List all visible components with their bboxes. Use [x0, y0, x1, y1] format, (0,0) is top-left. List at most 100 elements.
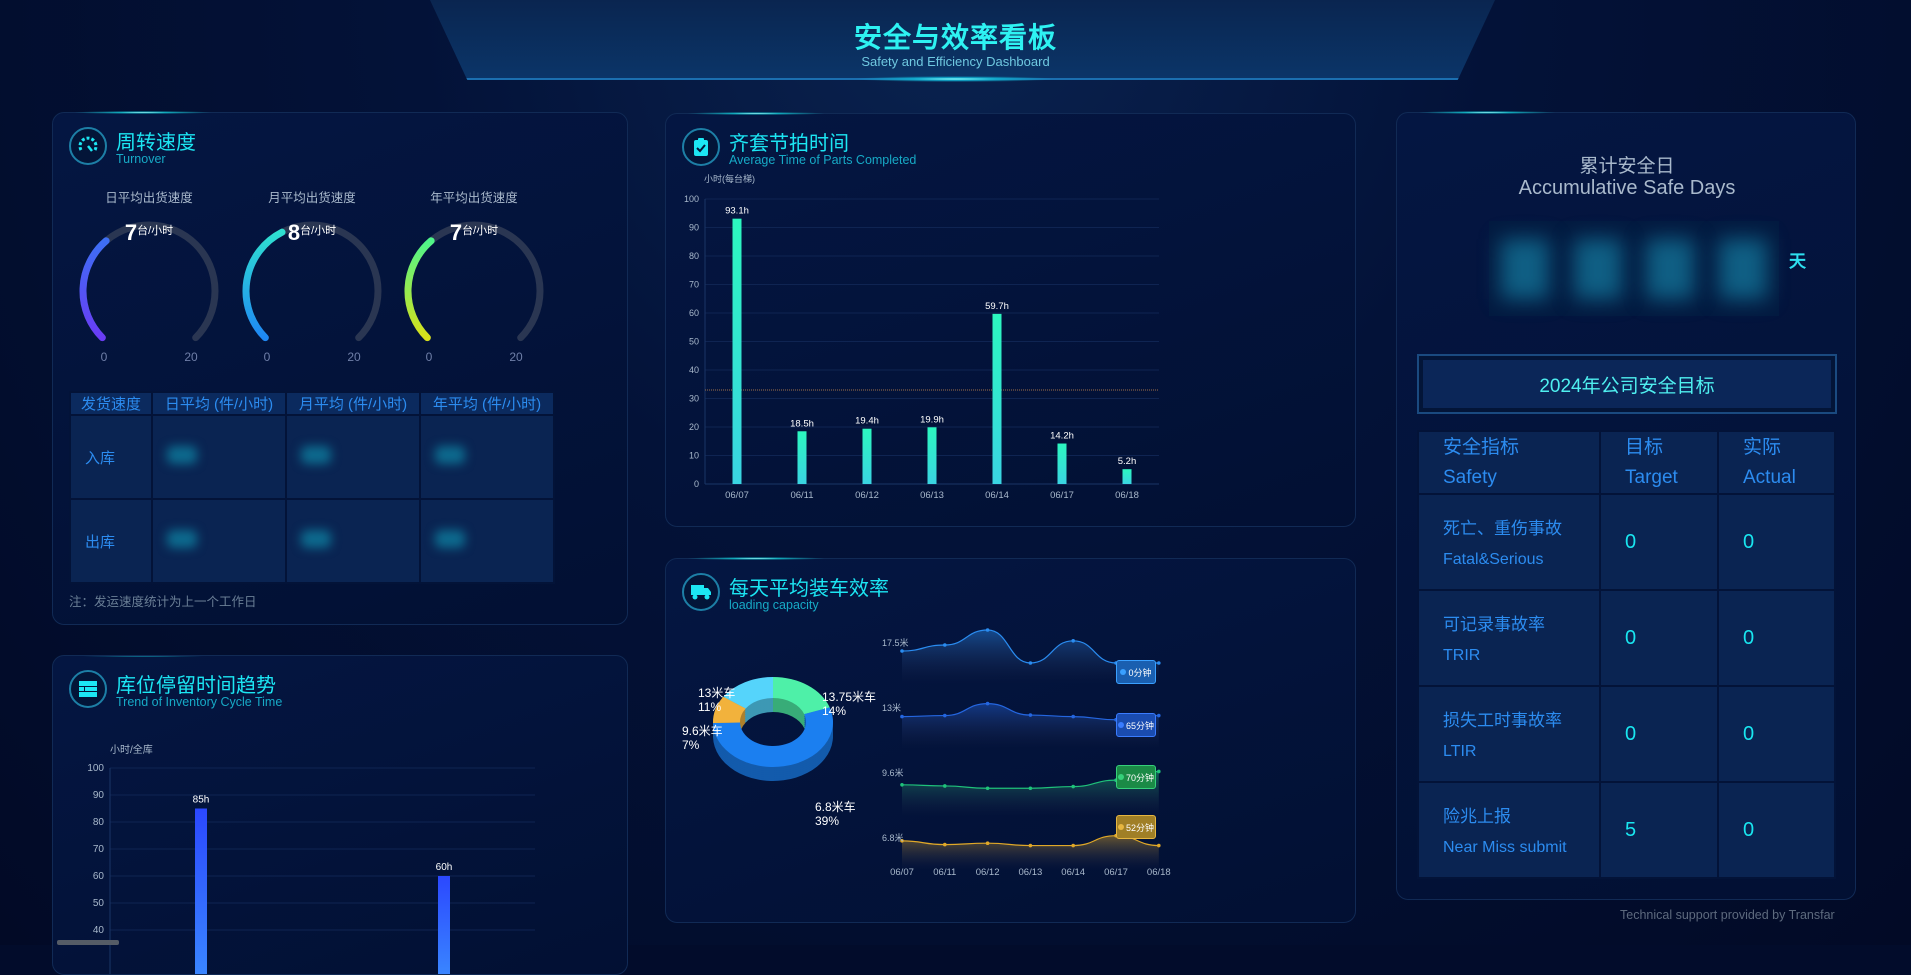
- speedometer-icon: [69, 127, 107, 165]
- data-point: [1071, 844, 1075, 848]
- badge-dot: [1120, 669, 1126, 675]
- data-point: [900, 783, 904, 787]
- column-header: 发货速度: [70, 392, 152, 415]
- panel-subtitle: Average Time of Parts Completed: [729, 153, 916, 167]
- inventory-panel: 库位停留时间趋势 Trend of Inventory Cycle Time 小…: [52, 655, 628, 975]
- series-label: 9.6米: [882, 767, 904, 778]
- header-glow: [855, 76, 1055, 82]
- bar: [863, 429, 872, 484]
- column-header: 年平均 (件/小时): [420, 392, 554, 415]
- data-label: 85h: [193, 795, 210, 806]
- y-tick-label: 90: [93, 790, 105, 801]
- parts-chart: 010203040506070809010093.1h06/0718.5h06/…: [666, 171, 1356, 511]
- y-tick-label: 100: [684, 194, 699, 204]
- gauge-value: 8台/小时: [252, 220, 372, 246]
- y-tick-label: 80: [93, 817, 105, 828]
- data-point: [943, 843, 947, 847]
- x-tick-label: 06/14: [1061, 867, 1085, 878]
- x-tick-label: 06/18: [1147, 867, 1171, 878]
- column-header: 月平均 (件/小时): [286, 392, 420, 415]
- row-label: 入库: [70, 415, 152, 499]
- gauge-min-label: 0: [426, 350, 433, 364]
- safe-days-subtitle: Accumulative Safe Days: [1397, 177, 1857, 200]
- y-tick-label: 40: [689, 365, 699, 375]
- data-point: [1071, 785, 1075, 789]
- duration-badge: 0分钟: [1116, 660, 1156, 684]
- data-label: 60h: [436, 862, 453, 873]
- gauge-max-label: 20: [347, 350, 361, 364]
- y-tick-label: 70: [93, 844, 105, 855]
- y-tick-label: 80: [689, 251, 699, 261]
- duration-badge: 52分钟: [1116, 815, 1156, 839]
- x-tick-label: 06/07: [890, 867, 914, 878]
- data-point: [1029, 661, 1033, 665]
- data-label: 5.2h: [1118, 456, 1137, 467]
- x-tick-label: 06/13: [920, 490, 944, 501]
- redacted-digit: [1574, 239, 1622, 299]
- panel-subtitle: Trend of Inventory Cycle Time: [116, 695, 282, 709]
- parts-panel: 齐套节拍时间 Average Time of Parts Completed 小…: [665, 113, 1356, 527]
- gauge-value-arc: [83, 241, 106, 338]
- y-tick-label: 10: [689, 451, 699, 461]
- data-point: [1029, 844, 1033, 848]
- redacted-value: [167, 530, 197, 548]
- series-label: 17.5米: [882, 637, 909, 648]
- bar: [928, 427, 937, 484]
- safe-days-counter: [1489, 221, 1779, 316]
- data-point: [943, 784, 947, 788]
- data-label: 93.1h: [725, 206, 749, 217]
- x-tick-label: 06/12: [855, 490, 879, 501]
- redacted-digit: [1719, 239, 1767, 299]
- panel-title: 库位停留时间趋势: [116, 669, 276, 698]
- data-label: 19.9h: [920, 414, 944, 425]
- badge-dot: [1118, 774, 1124, 780]
- y-tick-label: 70: [689, 280, 699, 290]
- gauge-value-arc: [408, 241, 431, 338]
- bar: [438, 876, 450, 975]
- data-point: [986, 628, 990, 632]
- y-tick-label: 60: [93, 871, 105, 882]
- data-point: [1157, 844, 1161, 848]
- column-header: 日平均 (件/小时): [152, 392, 286, 415]
- x-tick-label: 06/11: [790, 490, 813, 501]
- x-tick-label: 06/17: [1104, 867, 1128, 878]
- panel-subtitle: loading capacity: [729, 598, 819, 612]
- y-tick-label: 100: [87, 763, 104, 774]
- redacted-value: [167, 446, 197, 464]
- redacted-digit: [1646, 239, 1694, 299]
- data-point: [986, 786, 990, 790]
- horizontal-scrollbar-thumb[interactable]: [57, 940, 119, 945]
- data-label: 59.7h: [985, 301, 1009, 312]
- clipboard-check-icon: [682, 128, 720, 166]
- x-tick-label: 06/07: [725, 490, 749, 501]
- page-title: 安全与效率看板: [0, 16, 1911, 56]
- area-fill: [902, 836, 1159, 870]
- days-unit: 天: [1789, 247, 1806, 272]
- gauge-value: 7台/小时: [89, 220, 209, 246]
- shipping-speed-table: 发货速度 日平均 (件/小时) 月平均 (件/小时) 年平均 (件/小时) 入库…: [69, 391, 555, 584]
- table-icon: [69, 670, 107, 708]
- gauge-value-arc: [246, 232, 282, 337]
- redacted-value: [435, 446, 465, 464]
- x-tick-label: 06/11: [933, 867, 956, 878]
- x-tick-label: 06/14: [985, 490, 1009, 501]
- footnote: 注：发运速度统计为上一个工作日: [69, 591, 257, 610]
- x-tick-label: 06/18: [1115, 490, 1139, 501]
- y-tick-label: 90: [689, 223, 699, 233]
- data-label: 18.5h: [790, 418, 814, 429]
- gauge-max-label: 20: [184, 350, 198, 364]
- data-point: [1029, 713, 1033, 717]
- data-point: [900, 649, 904, 653]
- table-row: 入库: [70, 415, 554, 499]
- data-point: [1157, 714, 1161, 718]
- gauge-value: 7台/小时: [414, 220, 534, 246]
